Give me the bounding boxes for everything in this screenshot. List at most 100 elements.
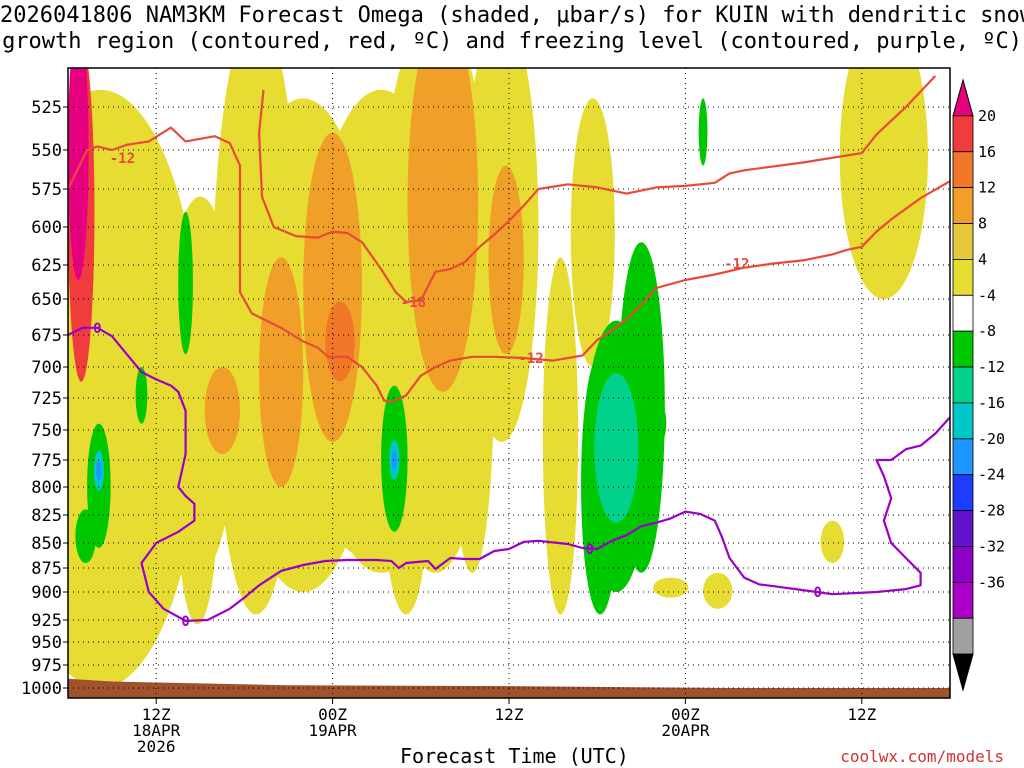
colorbar: 20 16 12 8 4 -4 -8 -12 -16 -20 -24 -28 -32 -36 [952,78,1005,692]
colorbar-swatch-16 [952,653,974,692]
colorbar-label-7: -12 [978,358,1005,376]
x-tick-year-0: 2026 [137,737,176,756]
shade-weak-ascent-13 [839,68,928,299]
y-tick-label-2: 575 [31,180,62,200]
colorbar-swatch-4 [952,223,974,260]
colorbar-swatch-12 [952,510,974,547]
colorbar-swatch-9 [952,402,974,440]
colorbar-swatch-0 [952,78,974,117]
shade-descent-4 [135,367,148,424]
colorbar-swatch-7 [952,330,974,368]
chart-title-line2: growth region (contoured, red, ºC) and f… [2,29,1022,54]
colorbar-swatch-1 [952,115,974,153]
shade-weak-ascent-14 [703,572,733,609]
colorbar-swatch-8 [952,366,974,404]
shade-weak-ascent-17 [542,257,579,615]
shade-descent-8 [698,98,708,166]
colorbar-swatch-3 [952,187,974,224]
y-tick-label-9: 750 [31,421,62,441]
y-tick-label-4: 625 [31,256,62,276]
shade-moderate-ascent-0 [303,132,362,442]
shade-moderate-ascent-1 [407,68,479,392]
y-tick-label-7: 700 [31,358,62,378]
shade-very-strong-descent-b [391,450,397,470]
colorbar-label-6: -8 [978,322,996,340]
colorbar-label-10: -24 [978,466,1005,484]
y-tick-label-13: 850 [31,534,62,554]
y-tick-label-15: 900 [31,583,62,603]
x-tick-label-3: 00Z [671,705,700,724]
y-tick-label-8: 725 [31,389,62,409]
x-tick-label-1: 00Z [318,705,347,724]
colorbar-swatch-5 [952,259,974,296]
x-tick-sublabel-1: 19APR [309,721,358,740]
dendritic-label-2: -12 [518,351,543,367]
credit-text: coolwx.com/models [840,747,1004,766]
colorbar-swatch-14 [952,581,974,619]
freezing-label-2: 0 [586,542,594,558]
shade-weak-ascent-15 [653,577,689,598]
dendritic-label-3: -12 [724,256,749,272]
colorbar-label-12: -32 [978,537,1005,555]
shade-weak-ascent-16 [820,520,845,563]
contour-lines [68,75,950,623]
shade-descent-9 [654,404,667,443]
y-tick-label-14: 875 [31,559,62,579]
y-tick-label-6: 675 [31,326,62,346]
colorbar-label-5: -4 [978,286,996,304]
x-axis-title: Forecast Time (UTC) [400,744,629,768]
y-tick-label-12: 825 [31,506,62,526]
shade-moderate-ascent-3 [259,257,304,488]
shade-moderate-ascent-2 [488,165,524,355]
shade-strong-ascent [325,301,355,382]
y-tick-label-17: 950 [31,633,62,653]
freezing-label-0: 0 [93,321,101,337]
y-tick-label-3: 600 [31,218,62,238]
x-tick-label-2: 12Z [495,705,524,724]
shade-moderate-descent [594,373,639,523]
colorbar-label-8: -16 [978,394,1005,412]
shade-descent-7 [75,509,96,563]
grid-lines [68,68,950,698]
omega-shading [68,68,950,698]
colorbar-label-9: -20 [978,430,1005,448]
y-tick-label-11: 800 [31,478,62,498]
x-tick-label-4: 12Z [847,705,876,724]
contour-1 [258,75,937,303]
shade-very-strong-descent-a [96,460,102,481]
chart-title-line1: 2026041806 NAM3KM Forecast Omega (shaded… [0,3,1024,28]
shade-descent-3 [178,211,193,355]
colorbar-label-2: 12 [978,179,996,197]
x-tick-sublabel-0: 18APR [132,721,181,740]
axes: 525 550 575 600 625 650 675 700 725 750 775 800 825 8… [21,98,877,756]
shade-weak-ascent-20 [106,454,124,543]
colorbar-swatch-15 [952,617,974,655]
freezing-label-3: 0 [813,585,821,601]
shade-weak-ascent-19 [570,98,615,367]
contour-2 [68,326,950,623]
colorbar-label-13: -36 [978,573,1005,591]
colorbar-label-1: 16 [978,143,996,161]
y-tick-label-18: 975 [31,656,62,676]
colorbar-label-3: 8 [978,215,987,233]
y-tick-label-0: 525 [31,98,62,118]
colorbar-swatch-11 [952,474,974,511]
x-tick-sublabel-3: 20APR [661,721,710,740]
colorbar-label-0: 20 [978,107,996,125]
y-tick-label-1: 550 [31,141,62,161]
colorbar-swatch-10 [952,438,974,476]
dendritic-label-0: -12 [110,151,135,167]
contour-0 [68,126,950,403]
y-tick-label-16: 925 [31,611,62,631]
y-tick-label-5: 650 [31,290,62,310]
colorbar-swatch-2 [952,151,974,189]
contour-labels: -12 -18 -12 -12 0 0 0 0 [93,151,822,630]
colorbar-swatch-6 [952,294,974,332]
y-tick-label-19: 1000 [21,679,62,699]
x-tick-label-0: 12Z [142,705,171,724]
dendritic-label-1: -18 [401,295,426,311]
shade-moderate-ascent-4 [204,367,240,454]
colorbar-swatch-13 [952,546,974,583]
y-tick-label-10: 775 [31,451,62,471]
